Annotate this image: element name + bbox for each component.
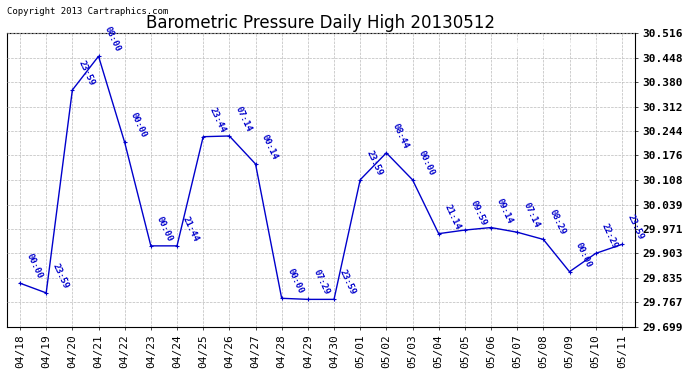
Text: 08:00: 08:00 <box>103 26 122 54</box>
Point <box>590 251 601 257</box>
Point <box>14 280 26 286</box>
Text: 07:14: 07:14 <box>522 201 541 229</box>
Point <box>355 177 366 183</box>
Point <box>616 242 627 248</box>
Point <box>328 296 339 302</box>
Point <box>197 134 208 140</box>
Text: 07:14: 07:14 <box>233 105 253 133</box>
Text: 22:29: 22:29 <box>600 222 620 251</box>
Text: 00:00: 00:00 <box>129 111 148 140</box>
Point <box>512 229 523 235</box>
Text: 23:44: 23:44 <box>208 106 227 134</box>
Text: 21:14: 21:14 <box>443 203 462 231</box>
Point <box>172 243 183 249</box>
Text: 08:44: 08:44 <box>391 122 410 150</box>
Point <box>67 87 78 93</box>
Text: 07:29: 07:29 <box>312 268 331 297</box>
Point <box>538 236 549 242</box>
Text: 21:44: 21:44 <box>181 215 201 243</box>
Point <box>564 269 575 275</box>
Point <box>250 161 261 167</box>
Point <box>407 177 418 183</box>
Text: 23:59: 23:59 <box>338 268 357 297</box>
Text: 09:59: 09:59 <box>469 199 489 227</box>
Point <box>460 227 471 233</box>
Point <box>93 53 104 59</box>
Text: 23:59: 23:59 <box>77 59 96 87</box>
Point <box>119 140 130 146</box>
Text: 00:00: 00:00 <box>573 241 593 269</box>
Point <box>486 225 497 231</box>
Text: 23:59: 23:59 <box>50 262 70 290</box>
Text: 09:14: 09:14 <box>495 196 515 225</box>
Point <box>381 150 392 156</box>
Text: 08:29: 08:29 <box>547 209 567 237</box>
Point <box>433 231 444 237</box>
Title: Barometric Pressure Daily High 20130512: Barometric Pressure Daily High 20130512 <box>146 14 495 32</box>
Text: 00:00: 00:00 <box>155 215 175 243</box>
Point <box>302 296 313 302</box>
Text: 23:59: 23:59 <box>626 213 646 242</box>
Text: 23:59: 23:59 <box>364 149 384 177</box>
Text: 00:14: 00:14 <box>259 133 279 161</box>
Point <box>146 243 157 249</box>
Text: 00:00: 00:00 <box>417 149 436 177</box>
Text: 00:00: 00:00 <box>286 267 306 296</box>
Text: 00:00: 00:00 <box>24 252 43 280</box>
Text: Copyright 2013 Cartraphics.com: Copyright 2013 Cartraphics.com <box>7 7 168 16</box>
Point <box>41 290 52 296</box>
Point <box>224 133 235 139</box>
Point <box>276 295 287 301</box>
